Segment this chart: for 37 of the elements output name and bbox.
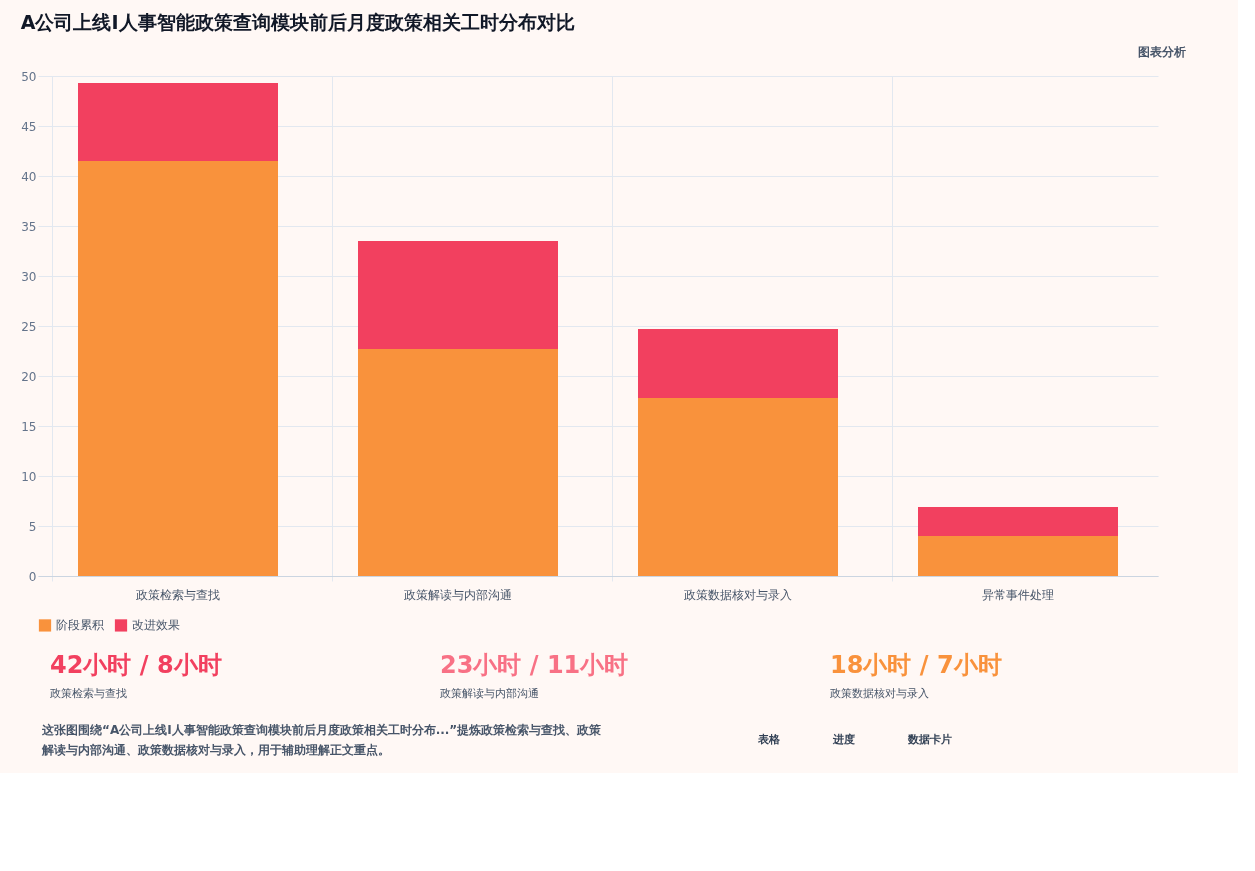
bar [638,329,838,398]
y-tick-label: 40 [21,169,37,184]
text: 政策数据核对与录入 [830,687,929,700]
text: 数据卡片 [907,733,952,746]
text: 进度 [832,733,855,746]
y-tick-label: 20 [21,369,37,384]
x-tick-label: 政策解读与内部沟通 [404,587,512,602]
y-tick-label: 15 [21,419,37,434]
y-tick-label: 0 [28,569,37,584]
text: 政策检索与查找 [50,687,127,700]
bar [358,241,558,349]
legend-label: 阶段累积 [56,618,104,633]
legend-label: 改进效果 [132,618,180,633]
text: 23小时 / 11小时 [440,651,629,679]
y-tick-label: 10 [21,469,37,484]
text: 政策解读与内部沟通 [440,687,539,700]
chart-title: A公司上线I人事智能政策查询模块前后月度政策相关工时分布对比 [20,11,575,33]
bar [78,83,278,161]
bar [358,349,558,576]
y-tick-label: 35 [21,219,37,234]
bar [918,507,1118,536]
text: 这张图围绕“A公司上线I人事智能政策查询模块前后月度政策相关工时分布...”提炼政策检索与查找、政策解读与内部沟通、政策数据核对与录入，用于辅助理解正文重点。 [41,723,603,757]
y-tick-label: 30 [21,269,37,284]
y-tick-label: 25 [21,319,37,334]
bar [638,398,838,576]
x-tick-label: 政策检索与查找 [136,587,220,602]
x-tick-label: 政策数据核对与录入 [684,587,792,602]
text: 42小时 / 8小时 [50,651,222,679]
bar [78,161,278,576]
y-tick-label: 5 [28,519,37,534]
y-tick-label: 50 [21,69,37,84]
y-tick-label: 45 [21,119,37,134]
bar [918,536,1118,576]
text: 图表分析 [1138,45,1186,59]
x-tick-label: 异常事件处理 [982,587,1054,602]
text: 18小时 / 7小时 [830,651,1002,679]
text: 表格 [757,733,781,746]
